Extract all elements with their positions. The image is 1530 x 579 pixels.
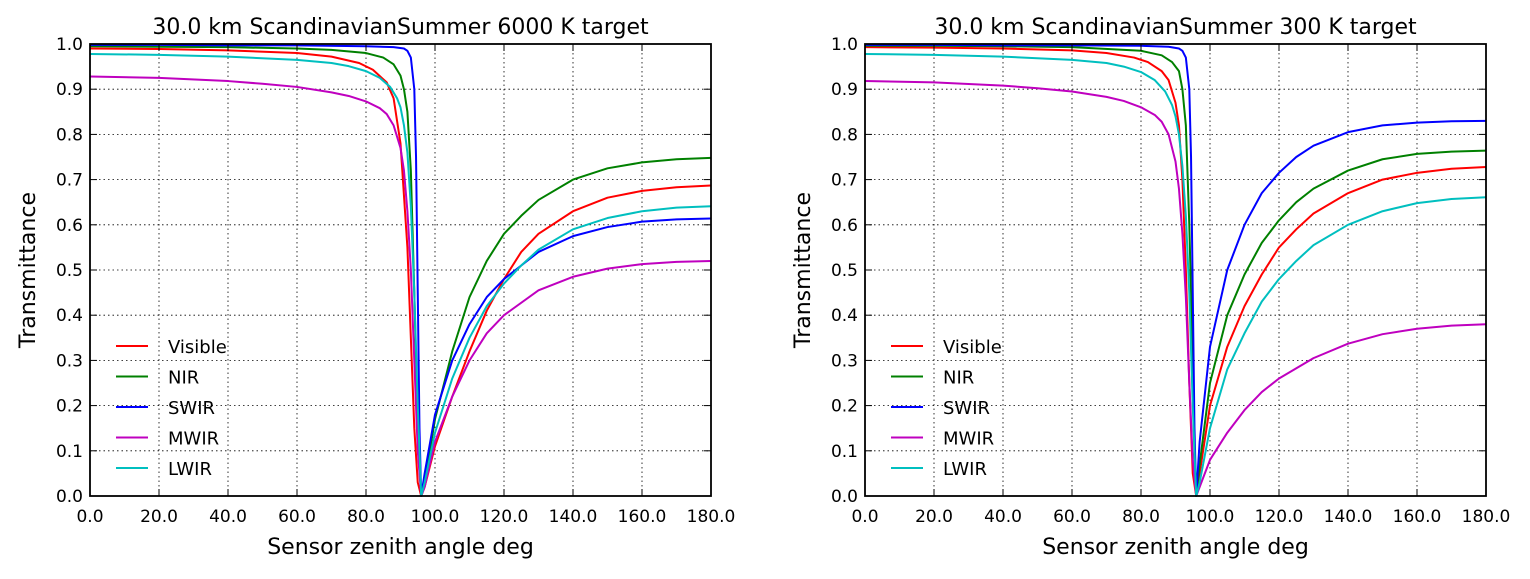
legend-label-lwir: LWIR (168, 459, 212, 480)
x-tick-label: 60.0 (278, 507, 316, 527)
series-line-visible (864, 46, 1487, 497)
axis-ticks: 0.0 20.0 40.0 60.0 80.0 100.0 120.0 140.0 160.0 1… (831, 35, 1510, 527)
chart-title: 30.0 km ScandinavianSummer 6000 K target (152, 15, 649, 40)
legend-label-visible: Visible (943, 337, 1002, 358)
y-tick-label: 0.8 (56, 125, 83, 145)
x-tick-label: 180.0 (1462, 507, 1511, 527)
series-group (89, 43, 712, 497)
chart-panel-6000k: 0.0 20.0 40.0 60.0 80.0 100.0 120.0 140.0 160.0 1… (16, 15, 735, 560)
x-tick-label: 80.0 (1122, 507, 1160, 527)
y-tick-label: 0.7 (56, 171, 83, 191)
y-tick-label: 1.0 (56, 35, 83, 55)
y-tick-label: 0.3 (831, 351, 858, 371)
x-tick-label: 40.0 (209, 507, 247, 527)
legend-label-mwir: MWIR (943, 429, 994, 450)
x-tick-label: 140.0 (1324, 507, 1373, 527)
series-line-mwir (864, 80, 1487, 497)
x-tick-label: 160.0 (618, 507, 667, 527)
legend: Visible NIR SWIR MWIR LWIR (891, 337, 1002, 480)
grid (90, 44, 711, 496)
y-tick-label: 0.7 (831, 171, 858, 191)
x-tick-label: 160.0 (1393, 507, 1442, 527)
series-line-visible (89, 47, 712, 497)
y-tick-label: 0.4 (831, 306, 858, 326)
legend-label-swir: SWIR (168, 398, 215, 419)
y-axis-label: Transmittance (791, 192, 816, 349)
axis-ticks: 0.0 20.0 40.0 60.0 80.0 100.0 120.0 140.0 160.0 1… (56, 35, 735, 527)
x-tick-label: 20.0 (140, 507, 178, 527)
y-tick-label: 0.0 (56, 487, 83, 507)
x-tick-label: 180.0 (687, 507, 736, 527)
x-tick-label: 20.0 (915, 507, 953, 527)
y-tick-label: 0.2 (56, 397, 83, 417)
y-tick-label: 0.9 (56, 80, 83, 100)
chart-title: 30.0 km ScandinavianSummer 300 K target (934, 15, 1417, 40)
x-tick-label: 120.0 (1255, 507, 1304, 527)
legend-label-nir: NIR (943, 368, 974, 389)
y-tick-label: 0.8 (831, 125, 858, 145)
y-tick-label: 0.2 (831, 397, 858, 417)
x-axis-label: Sensor zenith angle deg (267, 535, 534, 560)
series-line-mwir (89, 75, 712, 497)
y-tick-label: 0.3 (56, 351, 83, 371)
legend-label-swir: SWIR (943, 398, 990, 419)
y-tick-label: 0.5 (56, 261, 83, 281)
series-group (864, 43, 1487, 497)
x-tick-label: 100.0 (1186, 507, 1235, 527)
y-tick-label: 1.0 (831, 35, 858, 55)
x-tick-label: 120.0 (480, 507, 529, 527)
x-axis-label: Sensor zenith angle deg (1042, 535, 1309, 560)
series-line-lwir (89, 52, 712, 497)
y-tick-label: 0.6 (56, 216, 83, 236)
y-tick-label: 0.0 (831, 487, 858, 507)
x-tick-label: 140.0 (549, 507, 598, 527)
legend-label-nir: NIR (168, 368, 199, 389)
y-tick-label: 0.4 (56, 306, 83, 326)
x-tick-label: 0.0 (76, 507, 103, 527)
legend-label-visible: Visible (168, 337, 227, 358)
x-tick-label: 80.0 (347, 507, 385, 527)
series-line-lwir (864, 52, 1487, 497)
chart-panel-300k: 0.0 20.0 40.0 60.0 80.0 100.0 120.0 140.0 160.0 1… (791, 15, 1510, 560)
y-tick-label: 0.6 (831, 216, 858, 236)
legend-label-mwir: MWIR (168, 429, 219, 450)
y-tick-label: 0.1 (56, 442, 83, 462)
x-tick-label: 100.0 (411, 507, 460, 527)
y-tick-label: 0.5 (831, 261, 858, 281)
y-tick-label: 0.9 (831, 80, 858, 100)
legend-label-lwir: LWIR (943, 459, 987, 480)
y-tick-label: 0.1 (831, 442, 858, 462)
y-axis-label: Transmittance (16, 192, 41, 349)
legend: Visible NIR SWIR MWIR LWIR (116, 337, 227, 480)
x-tick-label: 40.0 (984, 507, 1022, 527)
x-tick-label: 60.0 (1053, 507, 1091, 527)
x-tick-label: 0.0 (851, 507, 878, 527)
